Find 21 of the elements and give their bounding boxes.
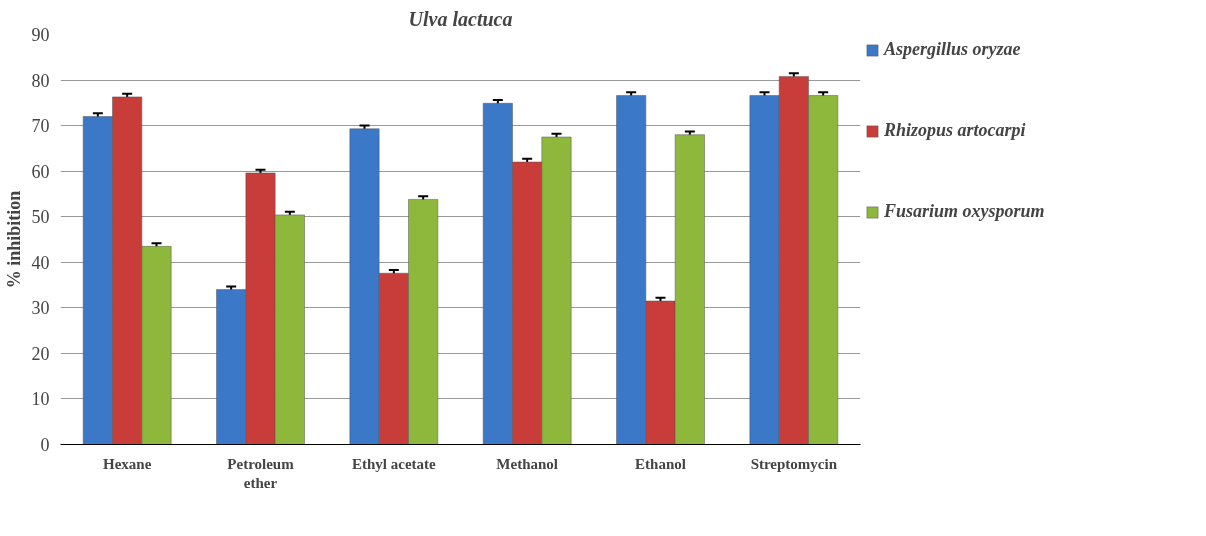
y-tick-label: 10 [31,389,50,410]
legend-label: Aspergillus oryzae [884,39,1021,60]
x-tick-label: Ethyl acetate [351,455,437,472]
legend-label: Fusarium oxysporum [884,201,1045,222]
y-tick-label: 80 [31,70,50,91]
chart-title: Ulva lactuca [408,7,513,30]
x-tick-label: Hexane [103,455,152,472]
y-tick-label: 50 [31,207,50,228]
y-tick-label: 70 [31,116,50,137]
y-tick-label: 0 [40,435,50,455]
x-tick-label: Ethanol [635,455,686,472]
x-tick-label: Petroleum ether [227,455,295,491]
y-tick-label: 20 [31,343,50,364]
y-tick-label: 90 [31,25,50,45]
y-tick-label: 60 [31,161,50,182]
legend-label: Rhizopus artocarpi [884,120,1026,141]
y-axis-title: % inhibition [3,190,24,289]
y-tick-label: 40 [31,252,50,273]
x-tick-label: Streptomycin [750,455,838,472]
y-tick-label: 30 [31,298,50,319]
x-tick-label: Methanol [496,455,559,472]
